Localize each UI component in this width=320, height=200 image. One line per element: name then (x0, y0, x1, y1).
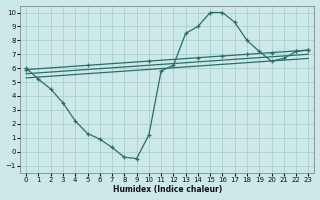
X-axis label: Humidex (Indice chaleur): Humidex (Indice chaleur) (113, 185, 222, 194)
